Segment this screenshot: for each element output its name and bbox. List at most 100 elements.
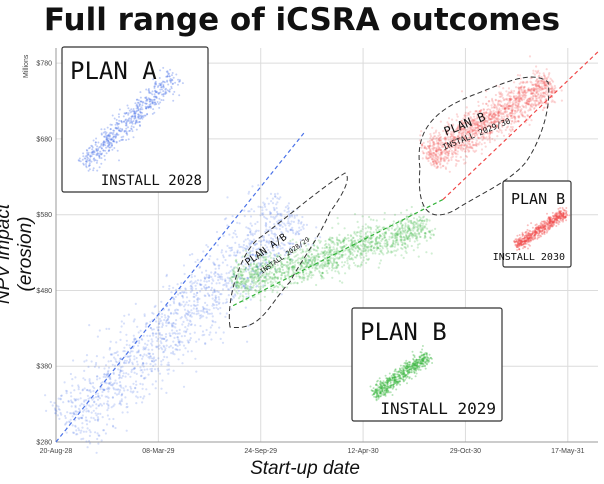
scatter-point	[273, 242, 276, 245]
scatter-point	[351, 241, 354, 244]
scatter-point	[285, 265, 288, 268]
scatter-point	[388, 235, 391, 238]
scatter-point	[158, 326, 161, 329]
scatter-point	[187, 312, 190, 315]
scatter-point	[133, 340, 136, 343]
inset-point	[125, 139, 128, 141]
scatter-point	[233, 251, 236, 254]
scatter-point	[211, 315, 214, 318]
scatter-point	[237, 263, 241, 266]
scatter-point	[173, 309, 177, 312]
scatter-point	[189, 285, 192, 288]
scatter-point	[361, 215, 364, 218]
scatter-point	[122, 387, 125, 390]
scatter-point	[86, 389, 89, 392]
scatter-point	[212, 279, 215, 282]
scatter-point	[129, 351, 132, 354]
scatter-point	[140, 374, 143, 377]
inset-point	[166, 75, 169, 78]
scatter-point	[65, 389, 68, 392]
scatter-point	[187, 322, 190, 325]
scatter-point	[261, 213, 264, 216]
scatter-point	[322, 255, 325, 258]
scatter-point	[86, 427, 89, 430]
scatter-point	[155, 320, 158, 323]
scatter-point	[86, 419, 89, 422]
scatter-point	[137, 331, 140, 334]
scatter-point	[141, 363, 144, 366]
inset-point	[137, 115, 140, 118]
scatter-point	[251, 276, 254, 279]
scatter-point	[429, 144, 432, 147]
scatter-point	[238, 245, 241, 249]
scatter-point	[346, 259, 349, 262]
scatter-point	[279, 283, 282, 286]
scatter-point	[301, 250, 304, 253]
scatter-point	[65, 431, 68, 434]
scatter-point	[532, 89, 535, 92]
scatter-point	[242, 277, 245, 280]
scatter-point	[271, 197, 274, 200]
scatter-point	[131, 350, 134, 353]
scatter-point	[162, 285, 165, 288]
scatter-point	[301, 225, 304, 228]
scatter-point	[107, 388, 110, 391]
scatter-point	[344, 272, 347, 275]
scatter-point	[202, 307, 205, 310]
scatter-point	[111, 384, 114, 387]
scatter-point	[79, 416, 82, 419]
scatter-point	[229, 286, 232, 289]
scatter-point	[116, 350, 119, 353]
scatter-point	[157, 357, 160, 360]
scatter-point	[181, 341, 184, 344]
scatter-point	[59, 398, 62, 401]
scatter-point	[243, 278, 246, 281]
scatter-point	[341, 265, 344, 268]
scatter-point	[273, 232, 276, 235]
scatter-point	[133, 366, 136, 370]
scatter-point	[213, 299, 216, 302]
inset-point	[96, 145, 99, 148]
scatter-point	[249, 229, 252, 232]
inset-point	[137, 113, 140, 116]
scatter-point	[253, 232, 256, 235]
scatter-point	[506, 113, 509, 116]
scatter-point	[333, 267, 336, 270]
scatter-point	[424, 232, 427, 235]
scatter-point	[534, 70, 537, 73]
scatter-point	[237, 274, 240, 277]
inset-point	[130, 125, 133, 128]
scatter-point	[130, 350, 133, 353]
scatter-point	[247, 268, 250, 271]
scatter-point	[218, 275, 221, 279]
scatter-point	[85, 359, 88, 362]
scatter-point	[175, 288, 178, 291]
scatter-point	[302, 277, 305, 280]
scatter-point	[421, 219, 424, 222]
scatter-point	[439, 166, 442, 169]
scatter-point	[346, 257, 349, 260]
scatter-point	[404, 225, 407, 228]
scatter-point	[391, 241, 395, 244]
scatter-point	[222, 234, 225, 237]
scatter-point	[88, 378, 91, 381]
scatter-point	[266, 197, 269, 200]
scatter-point	[59, 411, 62, 415]
scatter-point	[176, 336, 179, 339]
scatter-point	[387, 229, 390, 232]
scatter-point	[252, 270, 255, 273]
scatter-point	[178, 303, 181, 306]
scatter-point	[347, 239, 350, 242]
scatter-point	[528, 98, 531, 101]
scatter-point	[84, 419, 87, 422]
inset-point	[132, 136, 135, 139]
scatter-point	[507, 101, 510, 105]
scatter-point	[327, 262, 330, 265]
scatter-point	[57, 407, 60, 411]
scatter-point	[329, 236, 332, 239]
scatter-point	[542, 72, 545, 75]
scatter-point	[439, 159, 442, 162]
scatter-point	[318, 241, 321, 244]
scatter-point	[148, 352, 151, 355]
scatter-point	[365, 248, 368, 251]
